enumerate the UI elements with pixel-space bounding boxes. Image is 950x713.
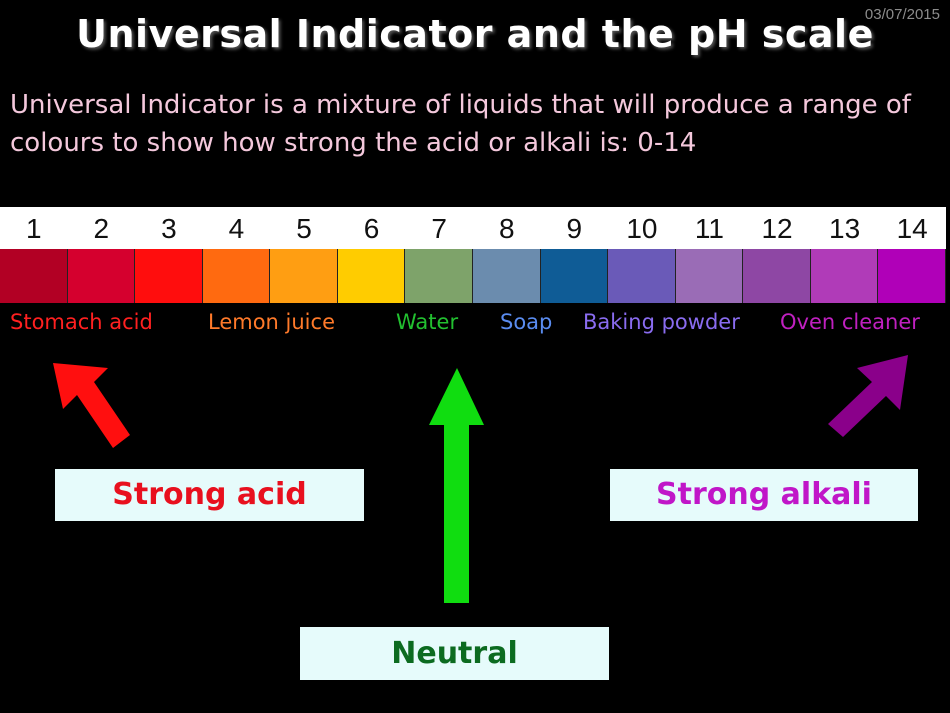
ph-number-11: 11 xyxy=(694,213,724,244)
ph-swatch-8 xyxy=(473,249,541,303)
ph-swatch-4 xyxy=(202,249,271,303)
ph-number-3: 3 xyxy=(161,213,177,244)
ph-swatch-14 xyxy=(878,249,946,303)
example-soap: Soap xyxy=(500,310,553,334)
example-lemon-juice: Lemon juice xyxy=(208,310,335,334)
ph-number-5: 5 xyxy=(296,213,312,244)
ph-swatch-6 xyxy=(337,249,406,303)
ph-number-6: 6 xyxy=(363,213,380,244)
ph-scale: 1 2 3 4 5 6 7 8 9 10 11 12 13 14 xyxy=(0,207,946,303)
strong-alkali-box: Strong alkali xyxy=(610,469,918,521)
ph-number-8: 8 xyxy=(498,213,515,244)
ph-number-12: 12 xyxy=(761,213,793,244)
ph-swatch-7 xyxy=(405,249,473,303)
example-water: Water xyxy=(396,310,459,334)
ph-number-10: 10 xyxy=(626,213,658,244)
example-oven-cleaner: Oven cleaner xyxy=(780,310,920,334)
intro-text: Universal Indicator is a mixture of liqu… xyxy=(10,90,911,158)
ph-swatch-5 xyxy=(270,249,338,303)
strong-acid-label: Strong acid xyxy=(112,477,307,512)
ph-number-1: 1 xyxy=(25,213,42,244)
example-stomach-acid: Stomach acid xyxy=(10,310,153,334)
ph-number-14: 14 xyxy=(896,213,928,244)
ph-number-7: 7 xyxy=(431,213,447,244)
ph-swatch-1 xyxy=(0,249,68,303)
example-baking-powder: Baking powder xyxy=(583,310,740,334)
ph-swatch-11 xyxy=(675,249,744,303)
ph-swatch-10 xyxy=(608,249,676,303)
acid-arrow-icon xyxy=(53,363,130,448)
ph-number-bar xyxy=(0,207,946,249)
ph-number-9: 9 xyxy=(566,213,583,244)
strong-alkali-label: Strong alkali xyxy=(656,477,872,512)
ph-swatch-3 xyxy=(135,249,203,303)
ph-swatch-9 xyxy=(540,249,609,303)
ph-number-13: 13 xyxy=(829,213,861,244)
neutral-arrow-icon xyxy=(429,368,484,603)
ph-swatch-12 xyxy=(743,249,811,303)
ph-number-4: 4 xyxy=(228,213,245,244)
ph-swatch-13 xyxy=(810,249,879,303)
slide-date: 03/07/2015 xyxy=(864,6,940,23)
neutral-label: Neutral xyxy=(391,636,518,671)
alkali-arrow-icon xyxy=(828,355,908,437)
neutral-box: Neutral xyxy=(300,627,609,680)
ph-swatch-2 xyxy=(67,249,136,303)
slide-title: Universal Indicator and the pH scale xyxy=(76,12,874,56)
ph-number-2: 2 xyxy=(93,213,110,244)
strong-acid-box: Strong acid xyxy=(55,469,364,521)
